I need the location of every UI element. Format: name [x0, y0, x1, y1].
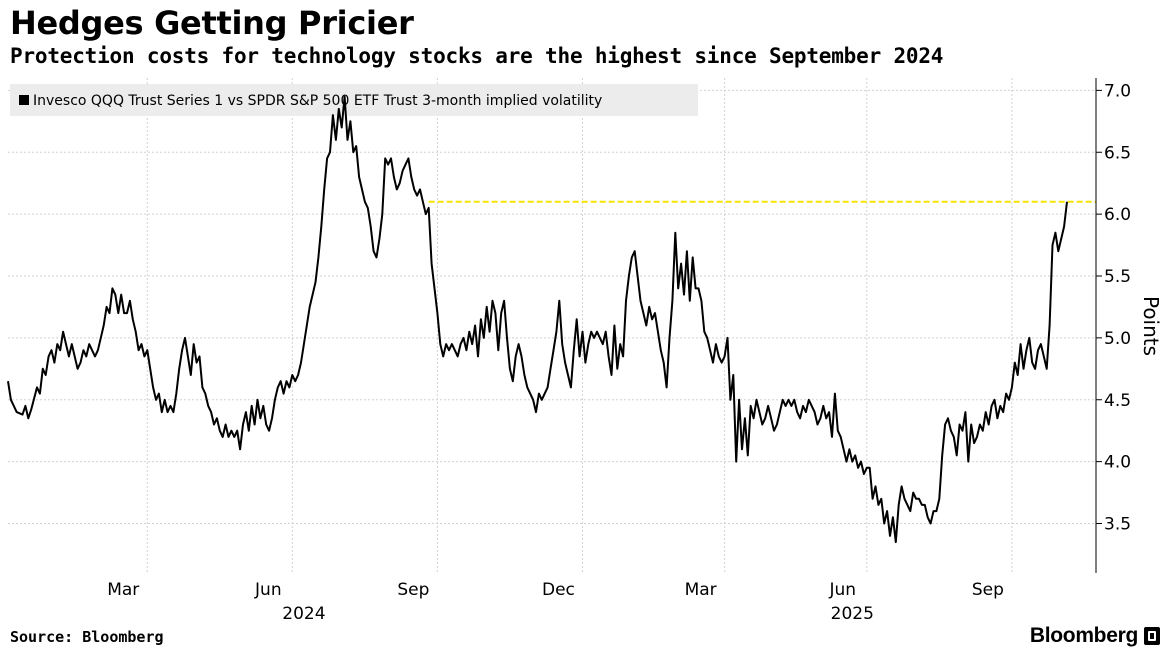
y-tick-label: 4.5 [1104, 391, 1131, 411]
x-year-label: 2024 [282, 604, 325, 624]
gridlines [8, 78, 1096, 573]
x-tick-label: Sep [972, 580, 1004, 600]
y-tick-label: 5.5 [1104, 267, 1131, 287]
y-tick-label: 6.0 [1104, 205, 1131, 225]
y-tick-label: 5.0 [1104, 329, 1131, 349]
x-tick-label: Dec [542, 580, 575, 600]
legend-box [10, 84, 698, 116]
bloomberg-terminal-icon [1144, 627, 1160, 645]
brand-logo: Bloomberg [1030, 624, 1160, 648]
x-tick-label: Jun [254, 580, 282, 600]
y-tick-label: 3.5 [1104, 515, 1131, 535]
y-tick-label: 4.0 [1104, 453, 1131, 473]
y-axis-ticks: 3.5 4.0 4.5 5.0 5.5 6.0 6.5 7.0 [1096, 81, 1131, 535]
legend-label: Invesco QQQ Trust Series 1 vs SPDR S&P 5… [33, 93, 602, 109]
x-year-label: 2025 [831, 604, 874, 624]
x-tick-label: Jun [829, 580, 857, 600]
y-axis-label: Points [1139, 296, 1163, 356]
y-tick-label: 6.5 [1104, 143, 1131, 163]
series-line [7, 95, 1068, 544]
source-note: Source: Bloomberg [10, 628, 164, 646]
x-tick-label: Mar [107, 580, 139, 600]
x-tick-label: Mar [685, 580, 717, 600]
chart-title: Hedges Getting Pricier [10, 4, 414, 42]
x-tick-label: Sep [397, 580, 429, 600]
brand-name: Bloomberg [1029, 624, 1138, 647]
x-axis-ticks: Mar Jun Sep Dec Mar Jun Sep 2024 2025 [107, 580, 1004, 624]
chart-subtitle: Protection costs for technology stocks a… [10, 44, 944, 68]
y-tick-label: 7.0 [1104, 81, 1131, 101]
legend-swatch [19, 95, 29, 105]
